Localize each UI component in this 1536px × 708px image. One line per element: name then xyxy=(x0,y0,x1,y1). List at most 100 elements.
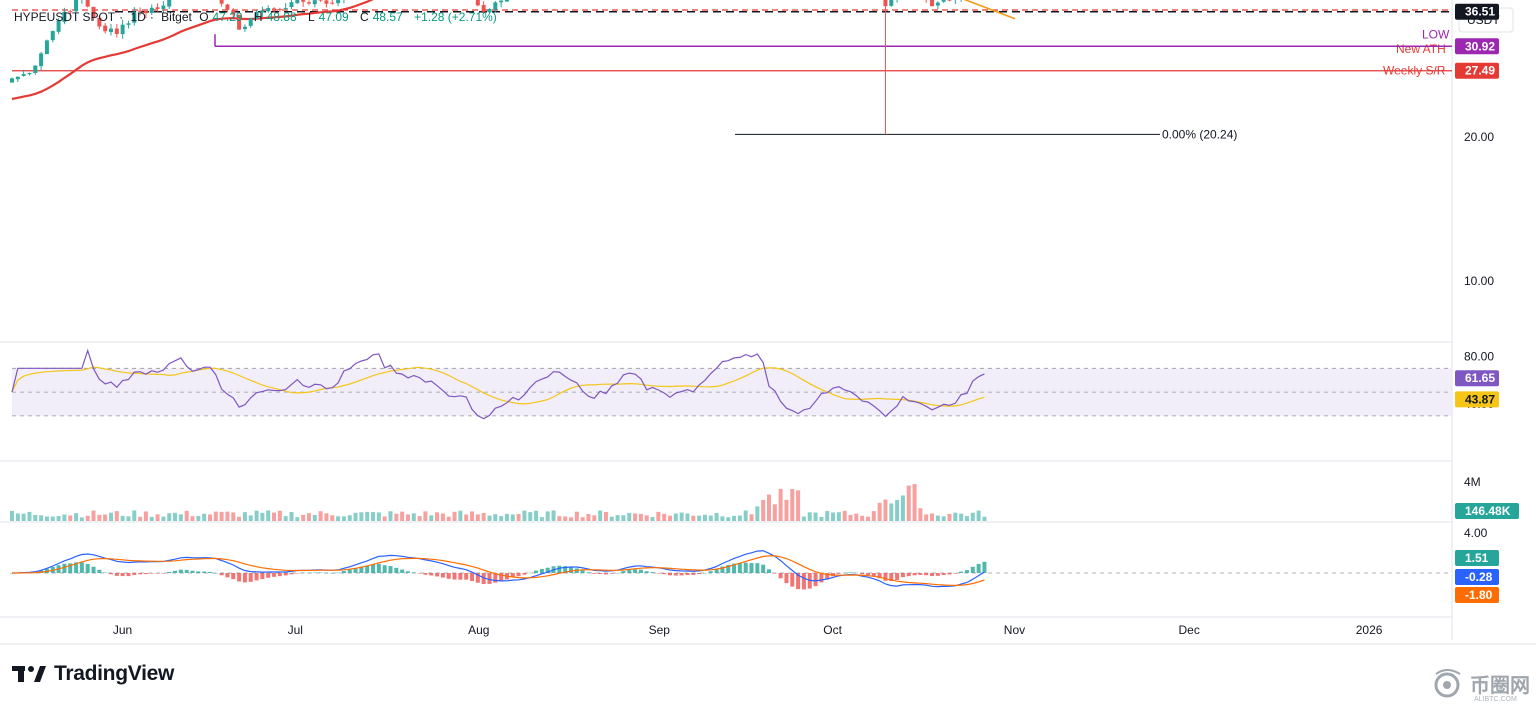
macd-histogram-bar xyxy=(196,571,201,573)
candle-body xyxy=(260,10,265,13)
macd-histogram-bar xyxy=(726,565,731,573)
candle-body xyxy=(277,8,282,10)
volume-tag-bg xyxy=(1455,503,1519,519)
macd-histogram-bar xyxy=(242,573,247,583)
candle xyxy=(120,19,125,39)
close-label: C xyxy=(360,10,369,24)
candle xyxy=(487,8,492,14)
candle-body xyxy=(108,28,113,33)
macd-histogram-bar xyxy=(970,566,975,573)
macd-value-tag-bg xyxy=(1455,569,1499,585)
macd-histogram-bar xyxy=(895,573,900,580)
macd-histogram-bar xyxy=(353,567,358,573)
open-value: 47.29 xyxy=(212,10,243,24)
volume-bar xyxy=(231,512,236,521)
volume-bar xyxy=(633,513,638,521)
candle xyxy=(97,15,102,30)
candle-body xyxy=(10,78,14,83)
macd-histogram-bar xyxy=(860,573,865,575)
macd-histogram-bar xyxy=(458,573,463,580)
macd-histogram-tag: 1.51 xyxy=(1465,551,1489,565)
volume-bar xyxy=(720,516,725,521)
candle xyxy=(336,0,341,7)
candle-body xyxy=(930,0,935,7)
volume-bar xyxy=(312,514,317,521)
macd-histogram-bar xyxy=(464,573,469,580)
volume-bar xyxy=(301,514,306,521)
macd-pane: 4.00 1.51 -0.28 -1.80 xyxy=(10,526,1499,603)
macd-histogram-bar xyxy=(452,573,457,580)
weekly-sr-price-tag-bg xyxy=(1455,62,1499,79)
macd-histogram-bar xyxy=(184,569,189,573)
tradingview-icon xyxy=(12,666,46,682)
volume-bar xyxy=(807,512,812,521)
macd-histogram-bar xyxy=(545,567,550,573)
candle-body xyxy=(883,0,888,7)
signal-value-tag: -1.80 xyxy=(1465,588,1493,602)
macd-histogram-bar xyxy=(528,572,533,574)
volume-bar xyxy=(545,511,550,521)
macd-histogram-bar xyxy=(825,573,830,580)
volume-bar xyxy=(528,512,533,521)
volume-bar xyxy=(423,511,428,521)
macd-histogram-bar xyxy=(924,573,929,576)
candle xyxy=(248,17,253,29)
volume-bar xyxy=(120,515,125,521)
volume-bar xyxy=(510,514,515,521)
candle-body xyxy=(143,11,148,14)
volume-bar xyxy=(726,517,731,521)
volume-bar xyxy=(749,514,754,521)
candle xyxy=(219,0,224,7)
candle xyxy=(44,39,49,55)
volume-bar xyxy=(190,516,195,521)
signal-value-tag-bg xyxy=(1455,587,1499,603)
volume-bar xyxy=(516,514,521,521)
candle xyxy=(312,0,317,8)
interval[interactable]: 1D xyxy=(130,10,146,24)
volume-bar xyxy=(74,513,79,521)
volume-bar xyxy=(580,517,585,521)
volume-bar xyxy=(831,512,836,521)
volume-bar xyxy=(39,515,44,521)
macd-histogram-bar xyxy=(633,569,638,573)
signal-line xyxy=(12,555,985,587)
volume-bar xyxy=(44,516,49,521)
macd-histogram-bar xyxy=(889,573,894,582)
symbol-name[interactable]: HYPEUSDT SPOT xyxy=(14,10,116,24)
volume-bar xyxy=(504,513,509,521)
volume-bar xyxy=(906,485,911,521)
candle xyxy=(242,24,247,32)
macd-histogram-bar xyxy=(586,572,591,573)
tradingview-logo[interactable]: TradingView xyxy=(12,662,174,686)
candle xyxy=(74,0,79,13)
volume-bar xyxy=(347,515,352,521)
candle-body xyxy=(68,11,73,13)
macd-histogram-bar xyxy=(796,573,801,590)
candle-body xyxy=(289,2,294,8)
low-price-tag: 30.92 xyxy=(1465,39,1495,53)
volume-bar xyxy=(138,516,143,521)
volume-bar xyxy=(778,488,783,521)
candle-body xyxy=(33,65,38,73)
candle-body xyxy=(219,0,224,4)
volume-bar xyxy=(277,510,282,521)
candle xyxy=(935,1,940,10)
volume-bar xyxy=(860,515,865,521)
volume-bar xyxy=(592,515,597,521)
volume-tick-label: 4M xyxy=(1464,475,1481,489)
candle-body xyxy=(318,0,323,1)
macd-histogram-bar xyxy=(819,573,824,583)
price-axis: USDT80.0040.0020.0010.0059.4651.1548.571… xyxy=(1455,3,1514,288)
low-label: LOW xyxy=(1422,27,1450,41)
candle-body xyxy=(499,0,504,3)
candle-body xyxy=(56,20,61,32)
macd-histogram-bar xyxy=(673,573,678,576)
candle-body xyxy=(44,40,49,55)
volume-bar xyxy=(895,500,900,521)
candle-body xyxy=(91,6,96,18)
macd-histogram-bar xyxy=(155,573,160,574)
volume-bar xyxy=(743,510,748,521)
candle xyxy=(33,65,38,75)
volume-bar xyxy=(132,510,137,521)
